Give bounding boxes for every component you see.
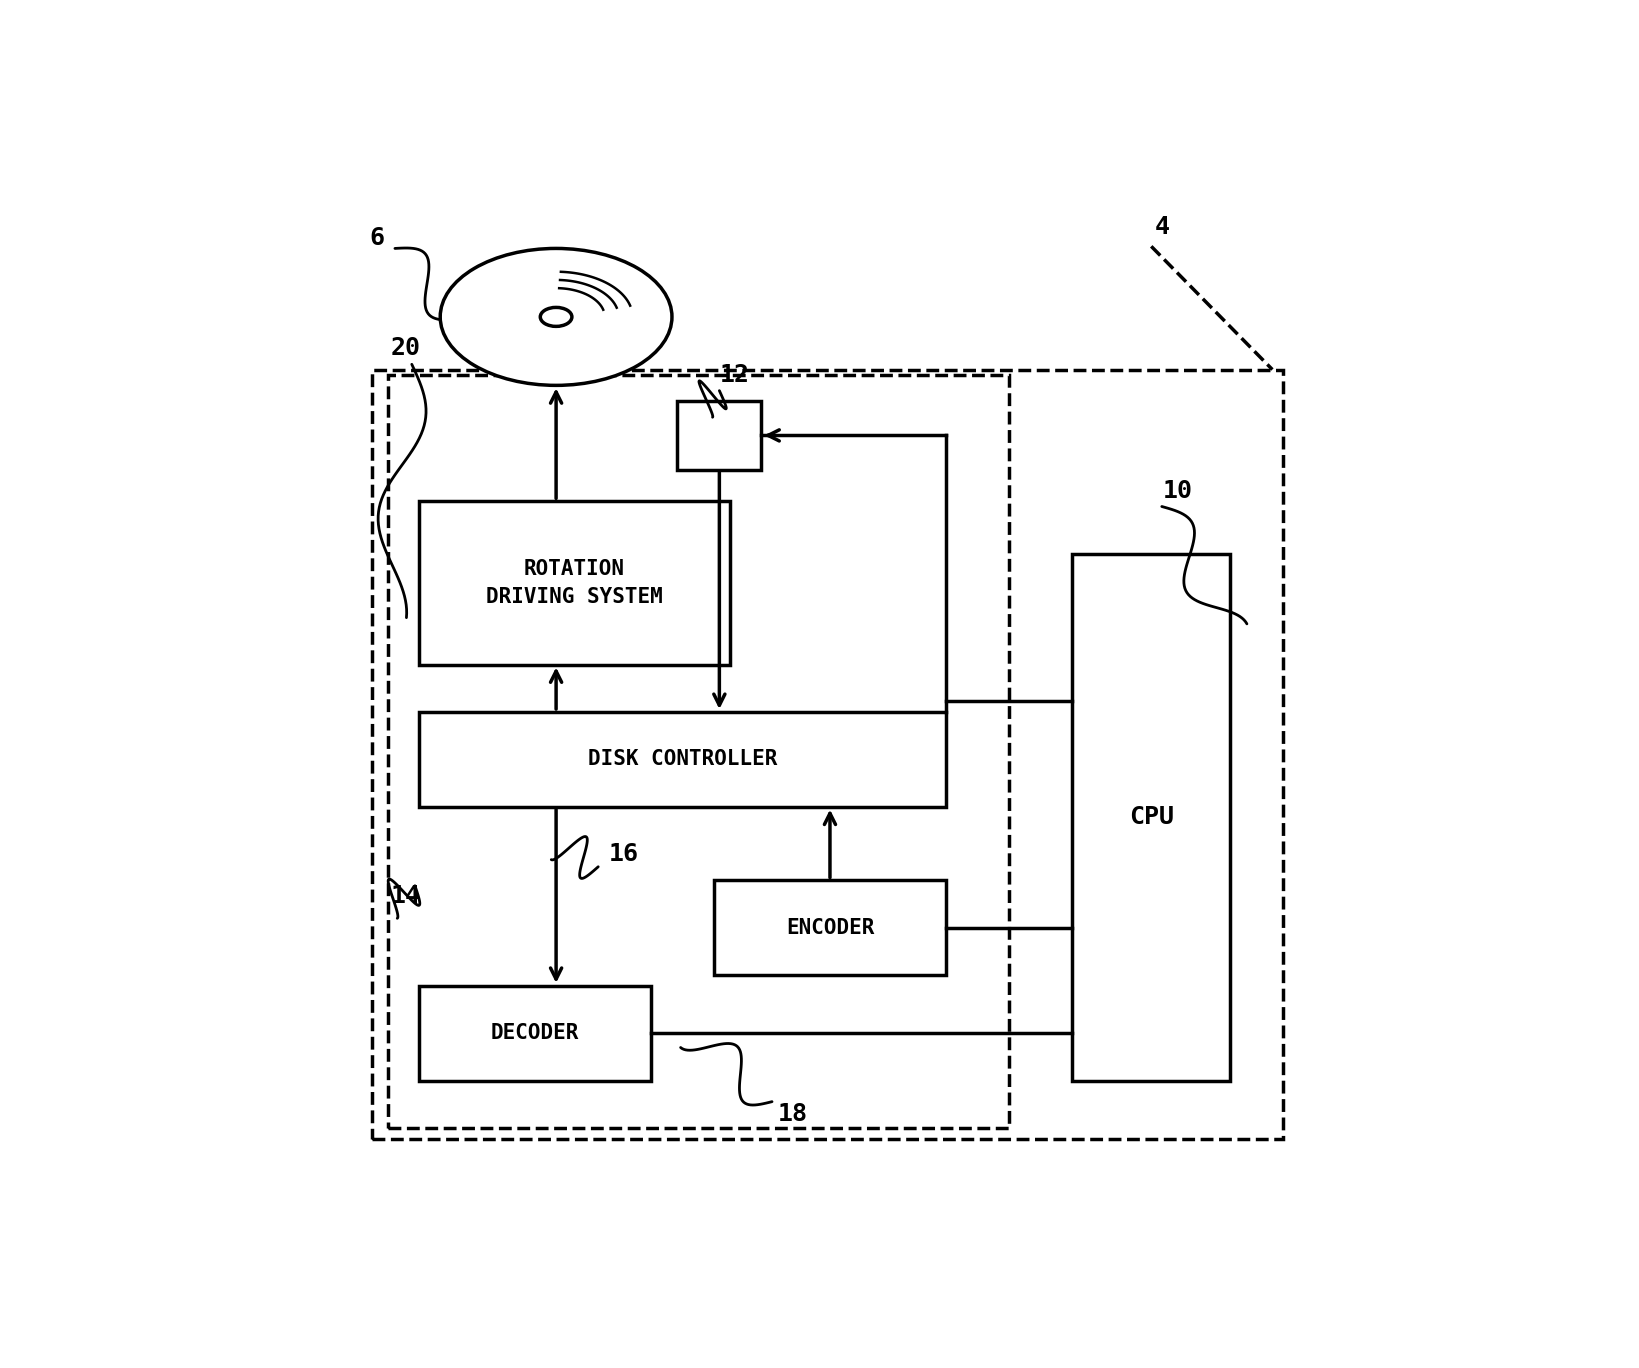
- Text: 4: 4: [1154, 215, 1169, 239]
- Text: CPU: CPU: [1128, 806, 1174, 829]
- Text: DECODER: DECODER: [490, 1023, 579, 1044]
- Ellipse shape: [439, 249, 672, 386]
- Bar: [713, 881, 946, 975]
- Text: 20: 20: [390, 337, 421, 361]
- Bar: [420, 711, 946, 807]
- Text: DISK CONTROLLER: DISK CONTROLLER: [587, 750, 777, 769]
- Text: 10: 10: [1162, 479, 1192, 502]
- Text: 12: 12: [720, 363, 749, 387]
- Text: 18: 18: [777, 1103, 808, 1126]
- Text: ROTATION
DRIVING SYSTEM: ROTATION DRIVING SYSTEM: [485, 560, 662, 607]
- Bar: [420, 986, 651, 1081]
- Text: 14: 14: [390, 884, 421, 908]
- Bar: [420, 501, 729, 665]
- Bar: [677, 401, 760, 469]
- Bar: [1072, 554, 1229, 1081]
- Bar: [372, 369, 1282, 1138]
- Text: ENCODER: ENCODER: [785, 918, 874, 938]
- Ellipse shape: [539, 308, 572, 327]
- Bar: [387, 375, 1008, 1129]
- Text: 16: 16: [608, 843, 638, 866]
- Text: 6: 6: [369, 226, 384, 250]
